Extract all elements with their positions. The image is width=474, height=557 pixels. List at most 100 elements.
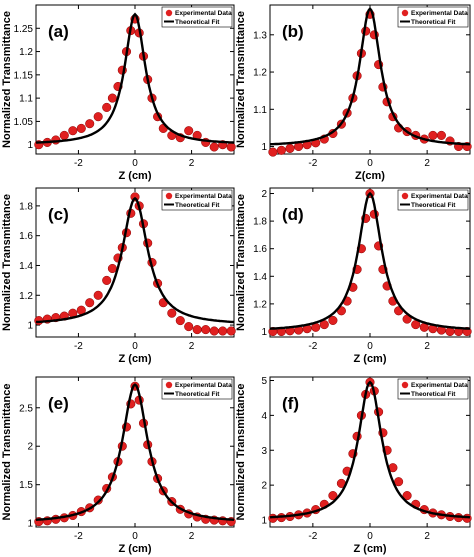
data-point bbox=[167, 308, 177, 318]
x-tick-label: 0 bbox=[132, 158, 138, 169]
plot-area-frame bbox=[269, 376, 471, 528]
data-point bbox=[209, 326, 219, 336]
x-tick-label: -2 bbox=[74, 531, 83, 542]
data-point bbox=[85, 119, 95, 129]
x-axis-title: Z(cm) bbox=[355, 170, 385, 182]
legend-marker-experimental bbox=[165, 381, 173, 389]
legend-box bbox=[397, 378, 469, 400]
y-tick-label: 1 bbox=[261, 327, 267, 338]
y-axis-title: Normalized Transmittance bbox=[1, 194, 13, 331]
y-tick-label: 2 bbox=[261, 189, 267, 200]
y-tick-label: 2 bbox=[261, 481, 267, 492]
legend-label-fit: Theoretical Fit bbox=[411, 391, 456, 398]
y-tick-label: 1.2 bbox=[19, 47, 33, 58]
data-point bbox=[402, 491, 412, 501]
y-tick-label: 1.25 bbox=[14, 24, 34, 35]
legend: Experimental Data Theoretical Fit bbox=[161, 378, 233, 400]
legend: Experimental Data Theoretical Fit bbox=[161, 189, 233, 211]
y-tick-label: 1.1 bbox=[19, 94, 33, 105]
y-tick-label: 1.8 bbox=[19, 201, 33, 212]
data-point bbox=[107, 93, 117, 103]
data-point bbox=[218, 326, 228, 336]
data-point bbox=[328, 491, 338, 501]
legend-box bbox=[161, 189, 233, 211]
y-tick-label: 1.05 bbox=[14, 117, 34, 128]
y-tick-label: 1.2 bbox=[253, 299, 267, 310]
x-axis-title: Z (cm) bbox=[119, 353, 152, 365]
legend-label-experimental: Experimental Data bbox=[411, 10, 468, 17]
legend-box bbox=[161, 378, 233, 400]
y-axis-title: Normalized Transmittance bbox=[235, 11, 247, 148]
data-point bbox=[107, 263, 117, 274]
legend-marker-experimental bbox=[165, 192, 173, 200]
x-tick-label: 0 bbox=[132, 531, 138, 542]
y-tick-label: 5 bbox=[261, 376, 267, 387]
y-tick-label: 4 bbox=[261, 411, 267, 422]
chart-panel-2: 1 1.1 1.2 1.3 -2 0 2 Z(cm) Normalized Transmitta… bbox=[235, 4, 472, 182]
plot-area-frame bbox=[35, 376, 235, 528]
x-axis-title: Z (cm) bbox=[354, 353, 387, 365]
data-point bbox=[93, 495, 103, 505]
x-tick-label: 2 bbox=[424, 158, 430, 169]
data-point bbox=[102, 275, 112, 285]
legend-box bbox=[397, 6, 469, 28]
data-point bbox=[328, 315, 338, 325]
panel-label: (a) bbox=[48, 22, 69, 41]
y-axis-title: Normalized Transmittance bbox=[235, 194, 247, 331]
x-tick-label: 2 bbox=[189, 531, 195, 542]
fit-curve bbox=[35, 12, 235, 144]
x-tick-label: 0 bbox=[367, 531, 373, 542]
x-tick-label: -2 bbox=[308, 158, 317, 169]
x-tick-label: 0 bbox=[367, 158, 373, 169]
y-tick-label: 2.5 bbox=[19, 403, 33, 414]
legend-label-experimental: Experimental Data bbox=[411, 193, 468, 200]
x-axis-title: Z (cm) bbox=[119, 170, 152, 182]
y-tick-label: 1.6 bbox=[253, 244, 267, 255]
x-tick-label: 2 bbox=[189, 341, 195, 352]
legend-box bbox=[161, 6, 233, 28]
legend-label-fit: Theoretical Fit bbox=[411, 19, 456, 26]
data-point bbox=[76, 123, 86, 133]
panel-label: (d) bbox=[282, 205, 304, 224]
legend-label-fit: Theoretical Fit bbox=[411, 202, 456, 209]
y-tick-label: 1.3 bbox=[253, 30, 267, 41]
chart-panel-5: 1 1.5 2 2.5 -2 0 2 Z (cm) Normalized Transmittan… bbox=[1, 376, 236, 555]
legend-marker-experimental bbox=[165, 9, 173, 17]
fit-curve bbox=[35, 383, 235, 521]
y-tick-label: 1 bbox=[27, 140, 33, 151]
panel-label: (e) bbox=[48, 394, 69, 413]
data-point bbox=[175, 316, 185, 326]
data-point bbox=[184, 322, 194, 332]
x-tick-label: -2 bbox=[308, 531, 317, 542]
y-tick-label: 1 bbox=[261, 142, 267, 153]
y-tick-label: 1 bbox=[27, 519, 33, 530]
legend: Experimental Data Theoretical Fit bbox=[397, 378, 469, 400]
y-tick-label: 2 bbox=[27, 442, 33, 453]
data-point bbox=[192, 325, 202, 335]
x-tick-label: 2 bbox=[424, 341, 430, 352]
panel-label: (b) bbox=[282, 22, 304, 41]
data-point bbox=[59, 130, 69, 140]
x-tick-label: -2 bbox=[74, 158, 83, 169]
y-tick-label: 1 bbox=[261, 516, 267, 527]
x-tick-label: 2 bbox=[189, 158, 195, 169]
y-tick-label: 1.2 bbox=[19, 291, 33, 302]
x-axis-title: Z (cm) bbox=[354, 543, 387, 555]
legend-box bbox=[397, 189, 469, 211]
legend-label-experimental: Experimental Data bbox=[411, 382, 468, 389]
legend-label-experimental: Experimental Data bbox=[175, 193, 232, 200]
x-tick-label: 2 bbox=[424, 531, 430, 542]
y-axis-title: Normalized Transmittance bbox=[235, 384, 247, 521]
panel-label: (f) bbox=[282, 394, 299, 413]
data-point bbox=[276, 145, 286, 155]
data-point bbox=[102, 102, 112, 112]
legend: Experimental Data Theoretical Fit bbox=[397, 6, 469, 28]
legend-label-fit: Theoretical Fit bbox=[175, 391, 220, 398]
fit-curve bbox=[35, 196, 235, 324]
legend-label-fit: Theoretical Fit bbox=[175, 202, 220, 209]
x-tick-label: -2 bbox=[74, 341, 83, 352]
legend-marker-experimental bbox=[401, 192, 409, 200]
data-point bbox=[93, 112, 103, 122]
x-tick-label: -2 bbox=[308, 341, 317, 352]
